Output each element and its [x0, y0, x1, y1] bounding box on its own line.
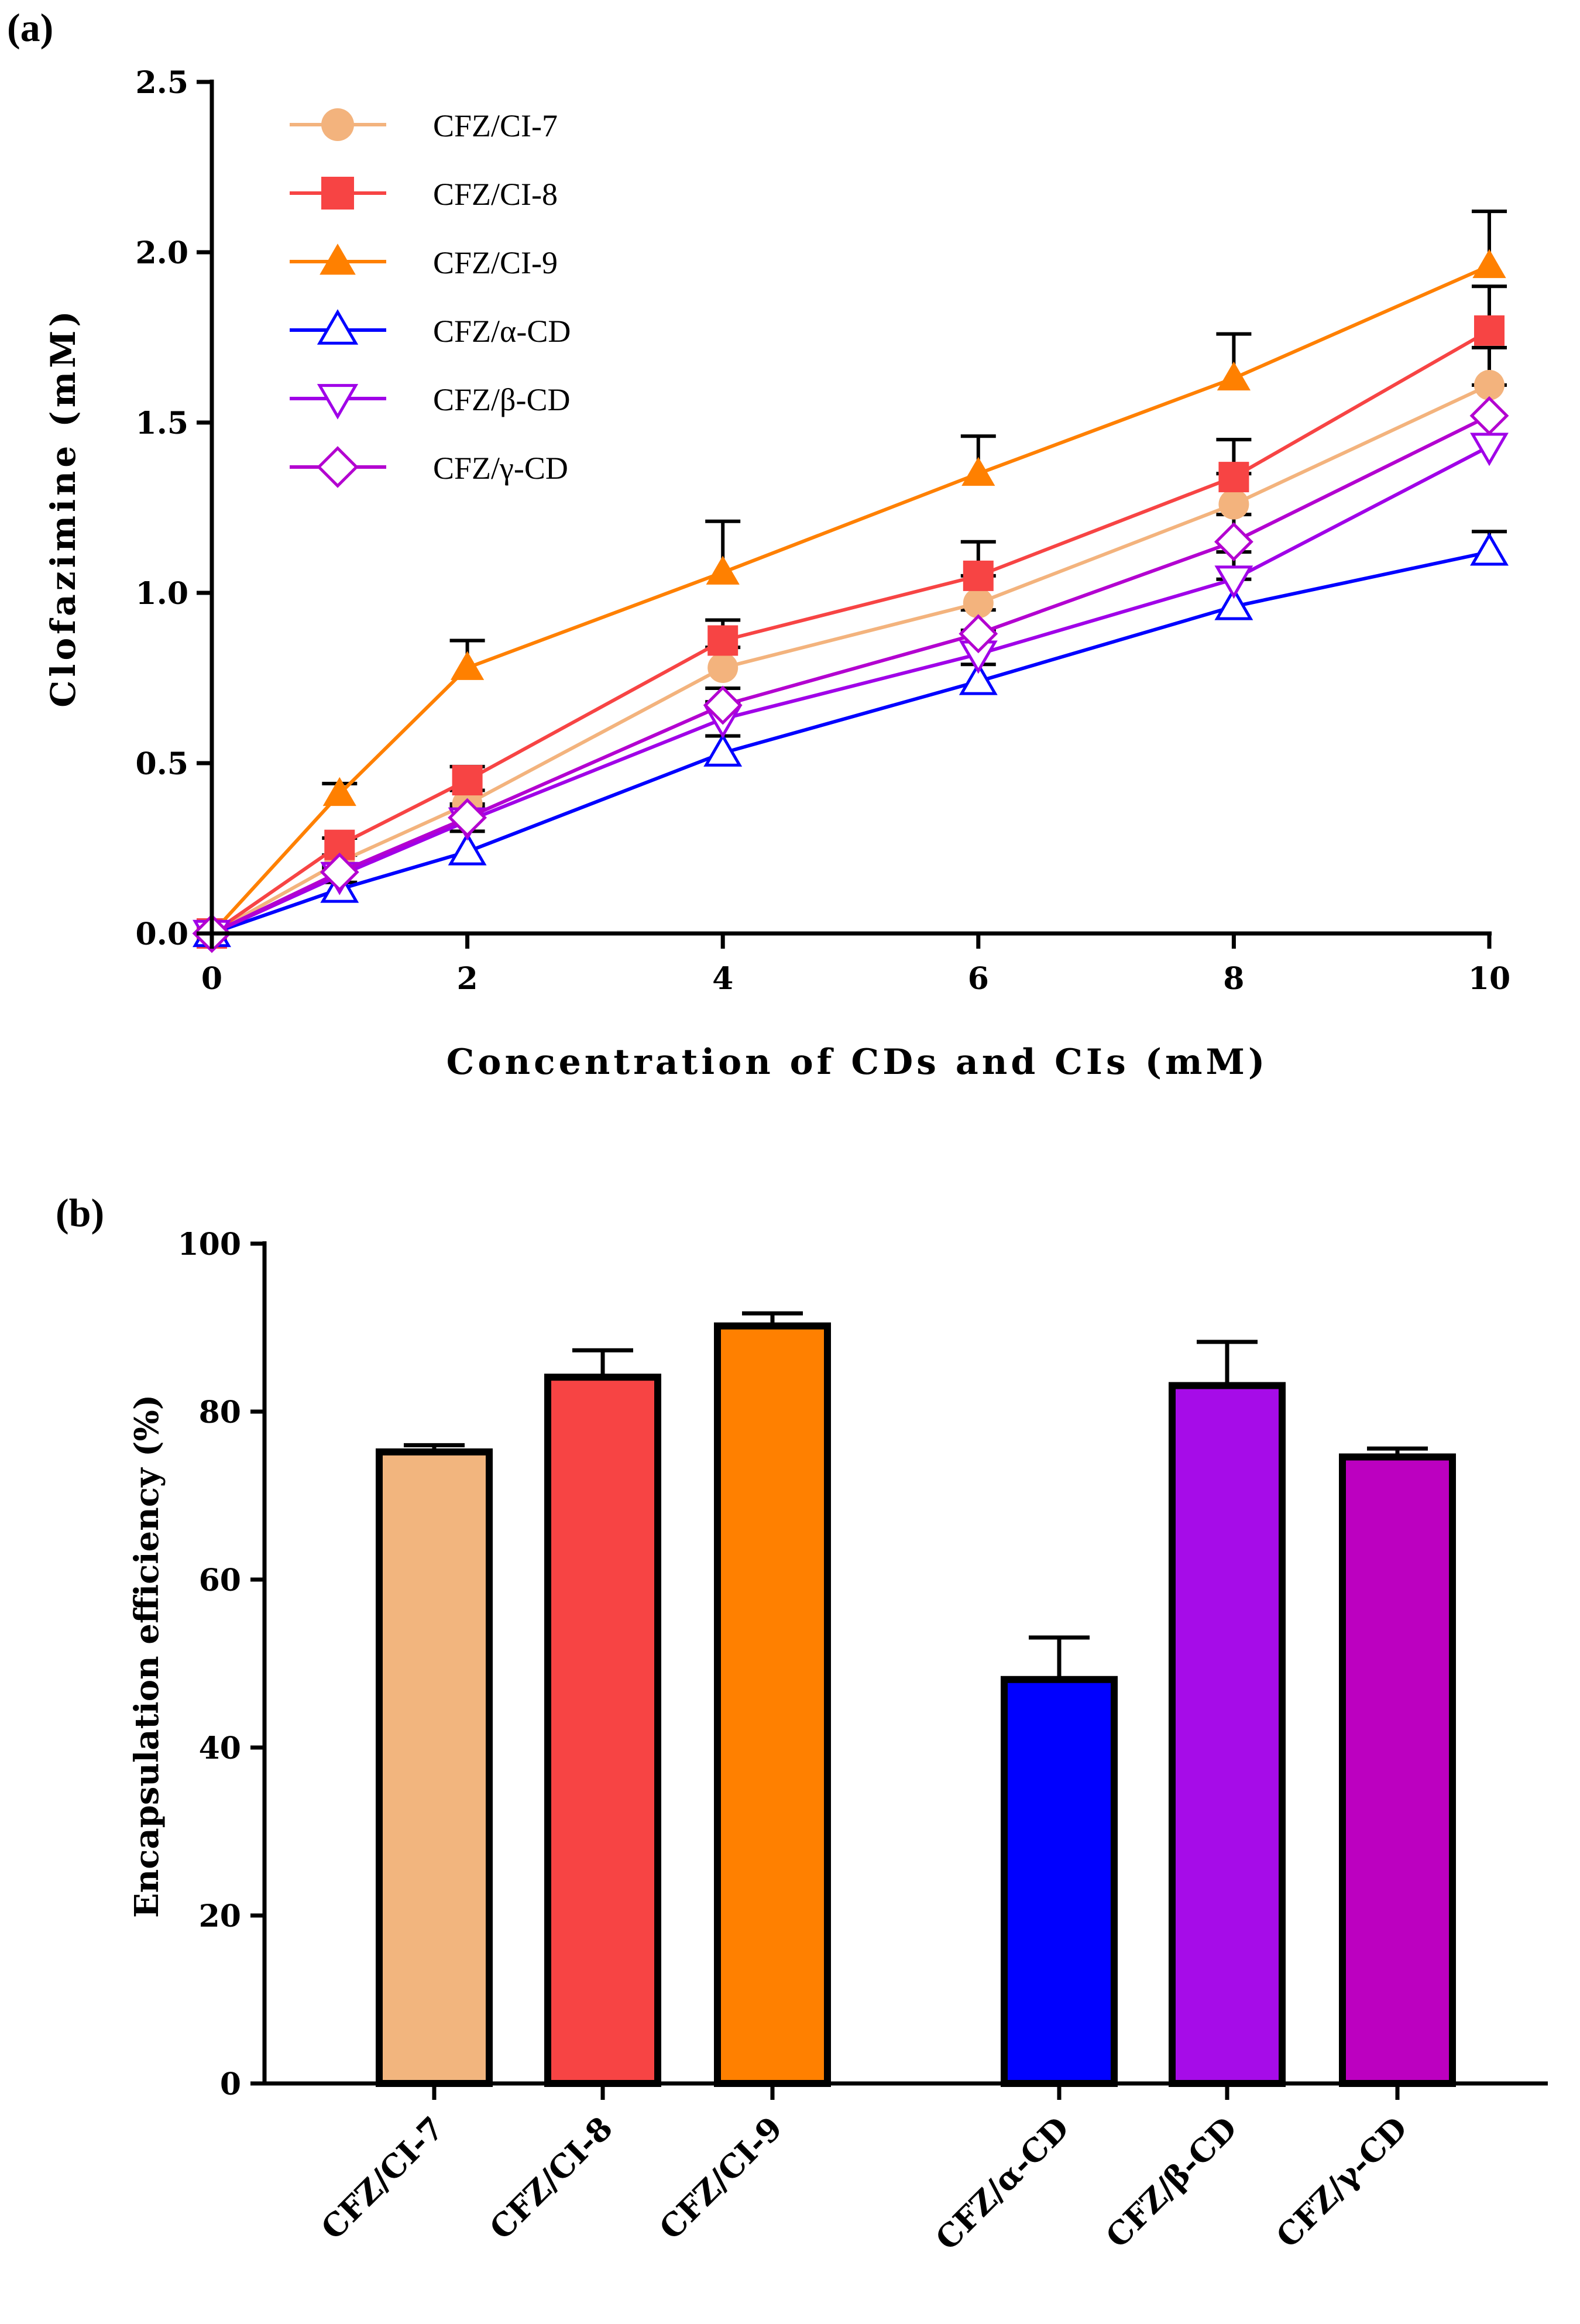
data-point: [703, 733, 743, 767]
panel-a-y-tick-label: 0.5: [136, 746, 188, 782]
panel-b-y-tick-label: 100: [177, 1227, 241, 1262]
data-point: [1218, 489, 1249, 520]
panel-b-x-tick-label: CFZ/β-CD: [1098, 2109, 1244, 2255]
panel-b-bar-chart: (b) 0 20 40 60 80 100 CFZ/CI-7 CFZ/CI-8 CFZ/CI-9…: [56, 1190, 1548, 2257]
legend-label: CFZ/CI-8: [433, 177, 558, 212]
panel-b-x-tick-label: CFZ/CI-8: [482, 2109, 620, 2247]
panel-a-x-tick-label: 6: [968, 961, 989, 997]
data-point: [448, 798, 487, 837]
panel-b-y-tick-label: 60: [199, 1563, 241, 1598]
panel-a-x-tick-label: 10: [1468, 961, 1510, 997]
bar: [1001, 1676, 1118, 2087]
data-point: [1469, 396, 1509, 435]
series-line: [211, 414, 1490, 935]
panel-a-legend: CFZ/CI-7 CFZ/CI-8 CFZ/CI-9 CFZ/α-CD CFZ/β-CD…: [290, 108, 571, 488]
bar: [714, 1322, 831, 2087]
bar: [544, 1374, 661, 2087]
data-point: [1470, 532, 1509, 566]
legend-label: CFZ/γ-CD: [433, 451, 568, 486]
panel-b-y-tick-label: 20: [199, 1899, 241, 1934]
legend-marker: [320, 243, 356, 275]
panel-a-label: (a): [7, 5, 53, 50]
legend-marker: [321, 177, 354, 210]
panel-a-series-2: [195, 249, 1506, 946]
bar: [1169, 1382, 1286, 2087]
panel-b-x-tick-label: CFZ/α-CD: [928, 2109, 1076, 2257]
legend-label: CFZ/β-CD: [433, 382, 571, 417]
panel-a-series-1: [197, 315, 1505, 949]
data-point: [322, 777, 356, 806]
panel-a-x-tick-label: 2: [457, 961, 478, 997]
data-point: [1217, 361, 1251, 391]
series-line: [211, 383, 1490, 935]
data-point: [1470, 432, 1509, 466]
legend-label: CFZ/CI-9: [433, 245, 558, 280]
data-point: [1474, 369, 1505, 400]
data-point: [707, 625, 739, 656]
data-point: [703, 685, 743, 725]
panel-a-x-axis-title: Concentration of CDs and CIs (mM): [446, 1042, 1269, 1083]
legend-marker: [317, 446, 359, 488]
panel-a-line-chart: (a) 0.00.51.01.52.02.50 2 4 6 8 10 CFZ/CI-7CF…: [7, 5, 1510, 1083]
data-point: [963, 588, 994, 619]
data-point: [706, 555, 740, 585]
data-point: [959, 614, 998, 654]
panel-a-y-tick-label: 2.5: [136, 65, 188, 101]
legend-marker: [317, 309, 359, 345]
panel-a-y-tick-label: 0.0: [136, 916, 188, 952]
data-point: [959, 661, 998, 695]
data-point: [1472, 249, 1506, 279]
legend-marker: [321, 108, 354, 141]
legend-label: CFZ/CI-7: [433, 108, 558, 143]
panel-b-label: (b): [56, 1190, 104, 1235]
data-point: [451, 651, 485, 680]
panel-a-y-tick-label: 1.5: [136, 406, 188, 441]
data-point: [707, 653, 739, 684]
data-point: [1474, 315, 1505, 346]
data-point: [448, 832, 487, 866]
panel-a-y-tick-label: 2.0: [136, 235, 188, 271]
panel-b-y-tick-label: 80: [199, 1395, 241, 1430]
series-line: [211, 445, 1490, 935]
panel-a-series-5: [192, 396, 1509, 953]
panel-a-x-tick-label: 0: [201, 961, 222, 997]
legend-marker: [317, 384, 359, 420]
panel-b-x-tick-label: CFZ/γ-CD: [1269, 2109, 1414, 2255]
data-point: [963, 560, 994, 591]
data-point: [1218, 462, 1249, 493]
data-point: [320, 852, 359, 892]
panel-b-x-tick-label: CFZ/CI-9: [652, 2109, 789, 2247]
panel-a-y-axis-title: Clofazimine (mM): [43, 307, 83, 708]
panel-b-y-tick-label: 0: [220, 2066, 241, 2102]
data-point: [1214, 565, 1253, 599]
panel-a-x-tick-label: 8: [1223, 961, 1244, 997]
panel-a-x-tick-label: 4: [712, 961, 733, 997]
panel-a-series-0: [197, 369, 1505, 949]
panel-b-y-tick-label: 40: [199, 1731, 241, 1766]
panel-b-y-axis-title: Encapsulation efficiency (%): [128, 1395, 166, 1918]
bar: [376, 1448, 493, 2087]
panel-b-x-tick-label: CFZ/CI-7: [314, 2109, 451, 2247]
panel-a-error-bars: [322, 210, 1507, 794]
data-point: [1214, 522, 1253, 562]
panel-a-y-tick-label: 1.0: [136, 576, 188, 612]
data-point: [961, 456, 995, 486]
data-point: [1214, 586, 1253, 620]
legend-label: CFZ/α-CD: [433, 314, 571, 349]
data-point: [452, 765, 483, 796]
bar: [1339, 1453, 1456, 2087]
